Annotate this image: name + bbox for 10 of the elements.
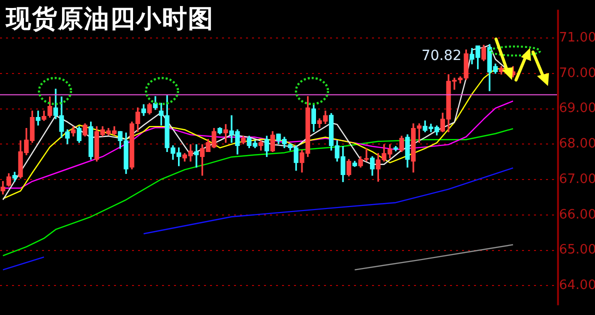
y-tick-label: 68.00 xyxy=(559,136,595,152)
y-tick-label: 69.00 xyxy=(559,101,595,116)
y-tick-label: 67.00 xyxy=(559,172,595,187)
chart-title: 现货原油四小时图 xyxy=(6,4,214,35)
y-tick-label: 71.00 xyxy=(559,30,595,46)
y-tick-label: 70.00 xyxy=(559,66,595,81)
y-tick-label: 66.00 xyxy=(559,207,595,222)
annotation: 70.82 xyxy=(421,48,462,64)
y-tick-label: 65.00 xyxy=(559,242,595,258)
y-tick-label: 64.00 xyxy=(559,278,595,294)
